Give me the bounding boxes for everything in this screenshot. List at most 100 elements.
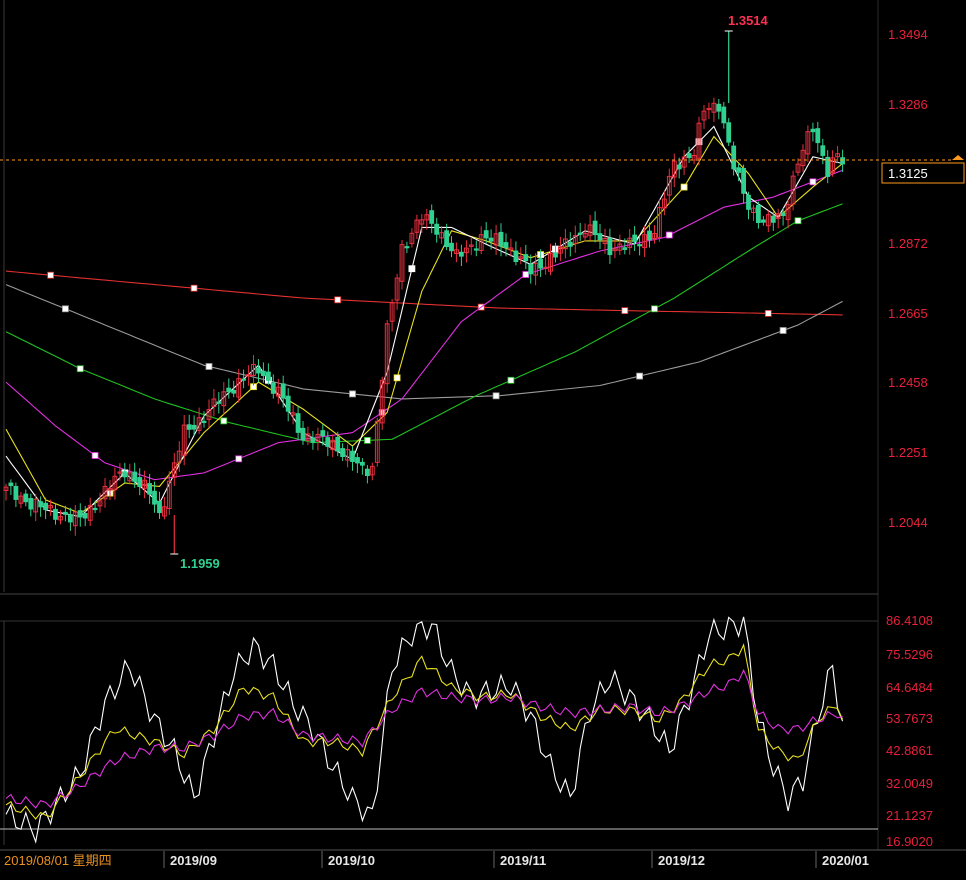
candle[interactable]	[696, 116, 702, 166]
candle[interactable]	[533, 253, 539, 286]
candle[interactable]	[340, 443, 346, 462]
candle[interactable]	[424, 208, 430, 230]
candle[interactable]	[567, 232, 573, 257]
candle[interactable]	[107, 480, 113, 501]
candle[interactable]	[612, 239, 618, 259]
candle[interactable]	[741, 164, 747, 204]
candle[interactable]	[459, 244, 464, 266]
candle[interactable]	[607, 228, 613, 264]
candle[interactable]	[815, 121, 821, 153]
candle[interactable]	[335, 431, 341, 457]
candle[interactable]	[558, 236, 563, 262]
candle[interactable]	[498, 223, 504, 257]
candle[interactable]	[780, 208, 786, 226]
candle[interactable]	[117, 463, 123, 481]
candle[interactable]	[414, 214, 420, 239]
candle[interactable]	[721, 102, 727, 129]
candle[interactable]	[662, 191, 667, 216]
candle[interactable]	[701, 105, 707, 129]
candle[interactable]	[800, 144, 806, 172]
candle[interactable]	[523, 244, 529, 269]
candle[interactable]	[127, 463, 133, 485]
candle[interactable]	[434, 217, 440, 243]
candle[interactable]	[137, 468, 143, 496]
candle[interactable]	[330, 434, 336, 458]
candle[interactable]	[162, 496, 167, 520]
candle[interactable]	[468, 237, 474, 256]
candle[interactable]	[77, 503, 83, 527]
candle[interactable]	[310, 431, 316, 450]
candle[interactable]	[761, 216, 766, 226]
candle[interactable]	[706, 102, 712, 120]
candle[interactable]	[419, 214, 425, 233]
candle[interactable]	[671, 153, 677, 188]
candle[interactable]	[3, 483, 9, 501]
candle[interactable]	[305, 426, 311, 446]
candle[interactable]	[572, 225, 578, 253]
candle[interactable]	[374, 417, 380, 467]
candle[interactable]	[676, 157, 682, 179]
candle[interactable]	[513, 241, 519, 266]
candle[interactable]	[290, 404, 296, 425]
candle[interactable]	[444, 223, 450, 251]
candle[interactable]	[325, 431, 331, 456]
candle[interactable]	[429, 204, 435, 234]
candle[interactable]	[72, 505, 78, 536]
candle[interactable]	[627, 229, 633, 255]
candle[interactable]	[503, 233, 509, 257]
candle[interactable]	[320, 424, 326, 446]
candle[interactable]	[637, 235, 643, 256]
candle[interactable]	[201, 411, 207, 428]
candle[interactable]	[528, 254, 534, 284]
candle[interactable]	[449, 236, 454, 258]
candle[interactable]	[553, 242, 558, 263]
candle[interactable]	[221, 382, 227, 415]
candle[interactable]	[33, 494, 39, 522]
candle[interactable]	[53, 503, 58, 525]
candle[interactable]	[577, 223, 583, 241]
candle[interactable]	[736, 163, 742, 182]
candle[interactable]	[384, 320, 390, 393]
candle[interactable]	[399, 240, 405, 290]
candle[interactable]	[622, 238, 628, 255]
candle[interactable]	[686, 146, 692, 163]
candle[interactable]	[632, 226, 638, 251]
candle[interactable]	[666, 168, 672, 205]
candle[interactable]	[790, 170, 796, 211]
candle[interactable]	[266, 363, 271, 385]
candle[interactable]	[18, 491, 24, 509]
candle[interactable]	[345, 444, 351, 468]
candle[interactable]	[285, 388, 291, 422]
candle[interactable]	[483, 222, 489, 244]
candle[interactable]	[58, 510, 63, 525]
candle[interactable]	[731, 141, 737, 176]
candle[interactable]	[711, 97, 717, 122]
candle[interactable]	[835, 146, 841, 163]
candle[interactable]	[770, 211, 776, 231]
candle[interactable]	[191, 415, 197, 436]
candle[interactable]	[652, 225, 657, 244]
candle[interactable]	[840, 149, 846, 173]
candle[interactable]	[597, 223, 603, 250]
candle[interactable]	[508, 238, 514, 257]
candle[interactable]	[369, 462, 375, 481]
candle[interactable]	[206, 399, 212, 428]
candle[interactable]	[216, 392, 222, 414]
candle[interactable]	[592, 211, 598, 243]
candle[interactable]	[726, 118, 732, 146]
candle[interactable]	[751, 204, 756, 221]
candle[interactable]	[775, 208, 781, 229]
candle[interactable]	[439, 226, 445, 244]
candle[interactable]	[295, 406, 301, 440]
candle[interactable]	[617, 234, 623, 256]
candle[interactable]	[171, 452, 177, 486]
candle[interactable]	[785, 199, 791, 229]
candle[interactable]	[454, 242, 459, 263]
candle[interactable]	[246, 365, 251, 386]
candle[interactable]	[464, 240, 469, 263]
candle[interactable]	[543, 257, 549, 275]
candle[interactable]	[68, 507, 73, 531]
candle[interactable]	[389, 298, 395, 332]
candle[interactable]	[157, 491, 162, 519]
candle[interactable]	[82, 505, 88, 527]
